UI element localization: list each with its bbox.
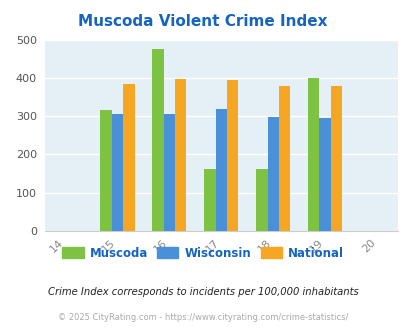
Text: © 2025 CityRating.com - https://www.cityrating.com/crime-statistics/: © 2025 CityRating.com - https://www.city… [58, 313, 347, 322]
Legend: Muscoda, Wisconsin, National: Muscoda, Wisconsin, National [58, 242, 347, 264]
Bar [319, 118, 330, 231]
Bar [278, 85, 290, 231]
Bar [111, 114, 123, 231]
Bar [152, 49, 163, 231]
Bar [175, 79, 186, 231]
Bar [307, 78, 319, 231]
Bar [226, 80, 238, 231]
Bar [215, 109, 226, 231]
Bar [163, 114, 175, 231]
Bar [100, 111, 111, 231]
Bar [204, 169, 215, 231]
Text: Crime Index corresponds to incidents per 100,000 inhabitants: Crime Index corresponds to incidents per… [47, 287, 358, 297]
Bar [267, 117, 278, 231]
Bar [256, 169, 267, 231]
Text: Muscoda Violent Crime Index: Muscoda Violent Crime Index [78, 14, 327, 29]
Bar [330, 85, 341, 231]
Bar [123, 83, 134, 231]
